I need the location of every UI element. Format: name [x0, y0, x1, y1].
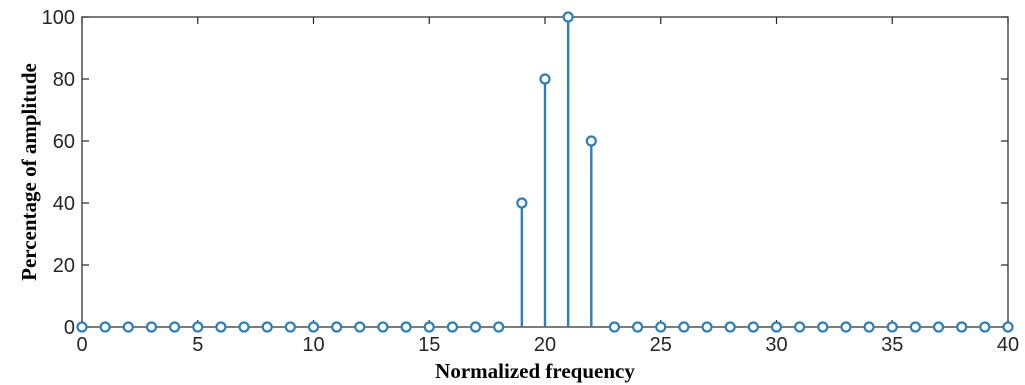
stem-marker: [423, 321, 435, 333]
y-tick-label: 0: [64, 317, 75, 339]
x-tick-label: 20: [534, 334, 556, 356]
stem-marker: [655, 321, 667, 333]
stem-marker: [307, 321, 320, 333]
stem-marker: [261, 321, 273, 333]
data-markers: [76, 11, 1014, 333]
x-axis-label: Normalized frequency: [435, 359, 635, 383]
y-tick-label: 40: [53, 193, 75, 215]
stem-marker: [331, 321, 343, 333]
stem-marker: [724, 321, 736, 333]
stem-marker: [770, 321, 783, 333]
stem-marker: [122, 321, 134, 333]
stem-marker: [608, 321, 621, 333]
x-tick-label: 5: [192, 334, 203, 356]
stem-marker: [354, 321, 366, 333]
stem-marker: [701, 321, 713, 333]
stem-marker: [562, 11, 574, 23]
stem-marker: [99, 321, 111, 333]
stem-marker: [238, 321, 250, 333]
stem-marker: [863, 321, 875, 333]
stem-marker: [469, 321, 482, 333]
stem-marker: [169, 321, 181, 333]
stem-marker: [284, 321, 296, 333]
stem-marker: [377, 321, 389, 333]
stem-marker: [678, 321, 690, 333]
data-stems: [520, 17, 593, 327]
stem-marker: [585, 135, 597, 147]
y-tick-label: 60: [53, 131, 75, 153]
stem-marker: [192, 321, 204, 333]
y-axis-label: Percentage of amplitude: [17, 63, 41, 281]
x-tick-label: 0: [76, 334, 87, 356]
stem-marker: [747, 321, 759, 333]
x-tick-label: 30: [765, 334, 787, 356]
stem-marker: [909, 321, 922, 333]
x-tick-label: 40: [997, 334, 1019, 356]
stem-marker: [979, 321, 991, 333]
y-tick-label: 100: [42, 7, 75, 29]
stem-marker: [516, 197, 528, 209]
tick-labels: 0 5 10 15 20 25 30 35 40 0 20 40 60 80 100: [42, 7, 1020, 356]
stem-marker: [1002, 321, 1014, 333]
y-tick-label: 20: [53, 255, 75, 277]
stem-marker: [145, 321, 158, 333]
y-tick-label: 80: [53, 69, 75, 91]
stem-marker: [932, 321, 945, 333]
stem-marker: [539, 73, 551, 85]
stem-marker: [840, 321, 852, 333]
stem-marker: [446, 321, 458, 333]
stem-marker: [886, 321, 898, 333]
stem-marker: [400, 321, 412, 333]
x-tick-label: 10: [302, 334, 324, 356]
stem-marker: [794, 321, 806, 333]
x-tick-label: 25: [650, 334, 672, 356]
stem-marker: [956, 321, 968, 333]
stem-marker: [631, 321, 644, 333]
stem-marker: [215, 321, 227, 333]
stem-marker: [493, 321, 505, 333]
x-tick-label: 15: [418, 334, 440, 356]
stem-marker: [817, 321, 829, 333]
x-tick-label: 35: [881, 334, 903, 356]
stem-marker: [76, 321, 88, 333]
